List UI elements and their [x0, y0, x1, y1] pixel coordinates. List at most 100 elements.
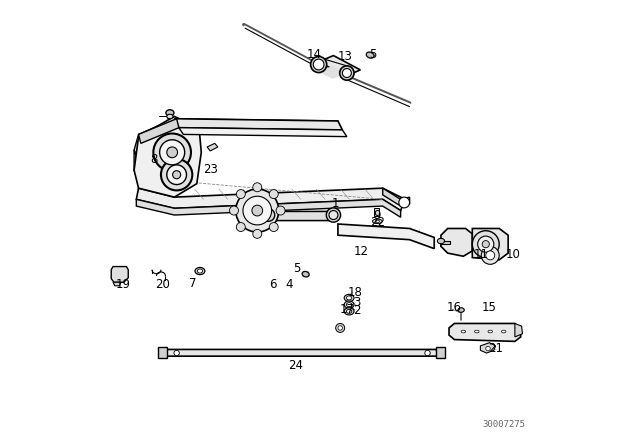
Ellipse shape: [502, 330, 506, 333]
Polygon shape: [174, 119, 342, 130]
Polygon shape: [472, 228, 508, 260]
Polygon shape: [481, 343, 495, 353]
Circle shape: [236, 189, 279, 232]
Ellipse shape: [262, 209, 275, 221]
Text: 5: 5: [369, 48, 376, 61]
Polygon shape: [319, 56, 360, 76]
Text: 13: 13: [337, 49, 352, 63]
Ellipse shape: [461, 330, 466, 333]
Ellipse shape: [437, 238, 445, 244]
Polygon shape: [136, 199, 401, 217]
Text: 3: 3: [353, 296, 361, 310]
Polygon shape: [269, 211, 333, 220]
Ellipse shape: [326, 208, 340, 222]
Circle shape: [154, 134, 191, 171]
Circle shape: [173, 171, 180, 179]
Text: 10: 10: [505, 248, 520, 261]
Text: 6: 6: [269, 278, 276, 291]
Polygon shape: [515, 323, 522, 337]
Polygon shape: [159, 349, 437, 356]
Text: 21: 21: [488, 342, 503, 355]
Circle shape: [477, 236, 494, 252]
Circle shape: [336, 323, 345, 332]
Circle shape: [230, 206, 239, 215]
Circle shape: [425, 350, 430, 356]
Ellipse shape: [344, 301, 354, 308]
Ellipse shape: [346, 303, 352, 306]
Ellipse shape: [346, 310, 352, 314]
Circle shape: [236, 223, 245, 232]
Polygon shape: [207, 143, 218, 151]
Ellipse shape: [167, 114, 173, 119]
Circle shape: [472, 231, 499, 258]
Polygon shape: [158, 347, 167, 358]
Polygon shape: [338, 224, 435, 249]
Ellipse shape: [372, 219, 382, 224]
Ellipse shape: [346, 296, 352, 300]
Text: 7: 7: [189, 276, 196, 290]
Ellipse shape: [344, 308, 354, 315]
Ellipse shape: [197, 269, 203, 273]
Text: 11: 11: [474, 248, 489, 261]
Polygon shape: [134, 119, 174, 156]
Polygon shape: [136, 188, 405, 211]
Circle shape: [236, 190, 245, 198]
Ellipse shape: [314, 59, 324, 70]
Polygon shape: [134, 150, 136, 176]
Polygon shape: [449, 323, 521, 341]
Circle shape: [481, 246, 499, 264]
Ellipse shape: [344, 294, 354, 302]
Text: 19: 19: [115, 278, 131, 291]
Text: 22: 22: [370, 215, 385, 229]
Ellipse shape: [488, 330, 493, 333]
Text: 4: 4: [285, 278, 292, 291]
Circle shape: [276, 206, 285, 215]
Circle shape: [482, 241, 490, 248]
Text: 14: 14: [307, 48, 322, 61]
Circle shape: [174, 350, 179, 356]
Ellipse shape: [458, 308, 464, 312]
Ellipse shape: [366, 52, 374, 58]
Text: 2: 2: [353, 303, 361, 317]
Circle shape: [269, 190, 278, 198]
Ellipse shape: [166, 110, 174, 116]
Text: 9: 9: [374, 208, 381, 222]
Text: 15: 15: [482, 301, 497, 314]
Text: 18: 18: [348, 285, 362, 299]
Ellipse shape: [302, 271, 309, 277]
Polygon shape: [111, 267, 128, 282]
Polygon shape: [113, 282, 121, 286]
Bar: [374, 208, 379, 216]
Circle shape: [338, 326, 342, 330]
Polygon shape: [383, 188, 410, 206]
Ellipse shape: [340, 66, 354, 80]
Ellipse shape: [329, 211, 338, 220]
Ellipse shape: [375, 220, 380, 223]
Text: 16: 16: [447, 301, 462, 314]
Text: 23: 23: [203, 163, 218, 176]
Text: 17: 17: [339, 302, 355, 316]
Text: 8: 8: [150, 152, 158, 166]
Polygon shape: [436, 347, 445, 358]
Polygon shape: [441, 228, 472, 256]
Circle shape: [167, 147, 177, 158]
Text: 1: 1: [332, 197, 339, 211]
Text: 5: 5: [293, 262, 300, 276]
Circle shape: [167, 165, 186, 185]
Circle shape: [253, 229, 262, 238]
Text: 20: 20: [155, 278, 170, 291]
Polygon shape: [134, 116, 202, 197]
Circle shape: [486, 251, 495, 260]
Text: 24: 24: [288, 358, 303, 372]
Circle shape: [486, 346, 490, 351]
Ellipse shape: [342, 69, 351, 78]
Polygon shape: [440, 241, 450, 244]
Text: 12: 12: [354, 245, 369, 258]
Polygon shape: [179, 128, 347, 137]
Circle shape: [253, 183, 262, 192]
Circle shape: [269, 223, 278, 232]
Polygon shape: [139, 119, 179, 143]
Text: 30007275: 30007275: [482, 420, 525, 429]
Polygon shape: [318, 66, 347, 79]
Ellipse shape: [195, 267, 205, 275]
